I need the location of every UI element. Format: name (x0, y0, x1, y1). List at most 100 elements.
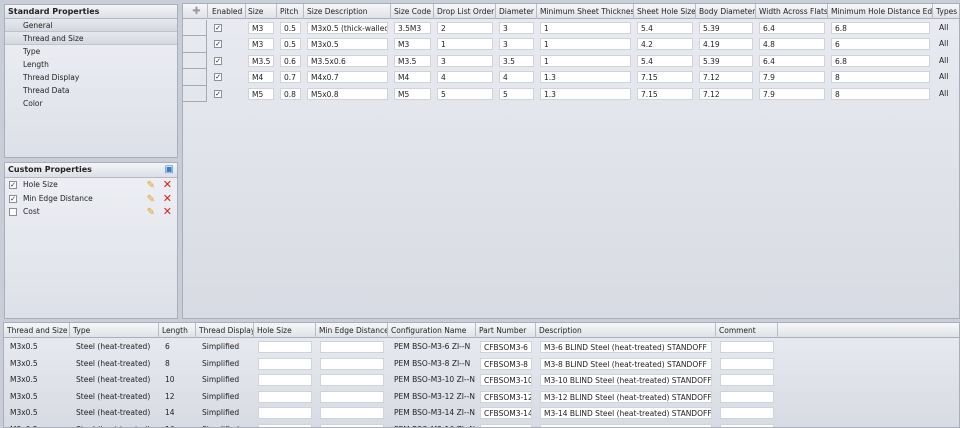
cell-pitch[interactable]: 0.7 (280, 71, 301, 84)
cell-body-diameter[interactable]: 4.19 (699, 38, 753, 51)
edit-pencil-icon[interactable]: ✎ (146, 180, 155, 191)
cell-size-description[interactable]: M3x0.5 (307, 38, 388, 51)
cell-size[interactable]: M5 (248, 87, 274, 100)
custom-property-checkbox[interactable] (9, 208, 17, 216)
cell-description[interactable]: M3-10 BLIND Steel (heat-treated) STANDOF… (540, 374, 712, 386)
cell-part-number[interactable]: CFBSOM3-16 (480, 423, 532, 427)
cell-size[interactable]: M3 (248, 22, 274, 34)
enabled-checkbox[interactable]: ✓ (214, 24, 222, 32)
cell-minimum-hole-distance-edge[interactable]: 6.8 (831, 54, 930, 67)
nav-item-general[interactable]: General (5, 19, 177, 32)
cell-width-across-flats[interactable]: 7.9 (759, 71, 825, 84)
cell-body-diameter[interactable]: 7.12 (699, 71, 753, 84)
cell-diameter[interactable]: 4 (499, 71, 534, 84)
nav-item-thread-data[interactable]: Thread Data (23, 86, 70, 95)
cell-width-across-flats[interactable]: 6.4 (759, 22, 825, 34)
cell-pitch[interactable]: 0.5 (280, 38, 301, 51)
cell-hole-size[interactable] (258, 407, 312, 419)
cell-minimum-hole-distance-edge[interactable]: 8 (831, 87, 930, 100)
column-header-type[interactable]: Type (70, 323, 159, 338)
cell-min-edge-distance[interactable] (320, 407, 384, 419)
column-header-size-description[interactable]: Size Description (304, 4, 391, 19)
cell-comment[interactable] (720, 341, 774, 353)
cell-drop-list-order[interactable]: 2 (437, 22, 493, 34)
cell-sheet-hole-size[interactable]: 7.15 (637, 87, 693, 100)
enabled-checkbox[interactable]: ✓ (214, 56, 222, 65)
cell-hole-size[interactable] (258, 374, 312, 386)
cell-minimum-sheet-thickness[interactable]: 1 (540, 54, 631, 67)
cell-sheet-hole-size[interactable]: 7.15 (637, 71, 693, 84)
cell-comment[interactable] (720, 390, 774, 403)
column-header-comment[interactable]: Comment (716, 323, 778, 338)
add-row-icon[interactable]: ✚ (183, 4, 208, 19)
edit-pencil-icon[interactable]: ✎ (146, 193, 155, 205)
cell-size-code[interactable]: M4 (394, 71, 431, 84)
column-header-part-number[interactable]: Part Number (476, 323, 536, 338)
cell-types[interactable]: All (939, 39, 949, 49)
cell-pitch[interactable]: 0.6 (280, 54, 301, 67)
cell-size[interactable]: M4 (248, 71, 274, 84)
cell-diameter[interactable]: 5 (499, 87, 534, 100)
enabled-checkbox[interactable]: ✓ (214, 40, 222, 49)
cell-size-code[interactable]: 3.5M3 (394, 22, 431, 34)
cell-min-edge-distance[interactable] (320, 390, 384, 403)
cell-drop-list-order[interactable]: 5 (437, 87, 493, 100)
cell-min-edge-distance[interactable] (320, 341, 384, 353)
column-header-body-diameter[interactable]: Body Diameter (696, 4, 756, 19)
nav-item-color[interactable]: Color (23, 99, 43, 108)
cell-hole-size[interactable] (258, 390, 312, 403)
cell-minimum-hole-distance-edge[interactable]: 8 (831, 71, 930, 84)
cell-minimum-hole-distance-edge[interactable]: 6.8 (831, 22, 930, 34)
custom-property-checkbox[interactable]: ✓ (9, 181, 17, 189)
enabled-checkbox[interactable]: ✓ (214, 89, 222, 98)
column-header-size-code[interactable]: Size Code (391, 4, 434, 19)
cell-sheet-hole-size[interactable]: 5.4 (637, 22, 693, 34)
cell-drop-list-order[interactable]: 3 (437, 54, 493, 67)
cell-description[interactable]: M3-6 BLIND Steel (heat-treated) STANDOFF (540, 341, 712, 353)
cell-types[interactable]: All (939, 88, 949, 98)
cell-hole-size[interactable] (258, 341, 312, 353)
cell-pitch[interactable]: 0.5 (280, 22, 301, 34)
cell-part-number[interactable]: CFBSOM3-14 (480, 407, 532, 419)
column-header-sheet-hole-size[interactable]: Sheet Hole Size (634, 4, 696, 19)
cell-size-code[interactable]: M3.5 (394, 54, 431, 67)
cell-comment[interactable] (720, 407, 774, 419)
column-header-width-across-flats[interactable]: Width Across Flats (756, 4, 828, 19)
cell-drop-list-order[interactable]: 4 (437, 71, 493, 84)
cell-hole-size[interactable] (258, 423, 312, 427)
cell-comment[interactable] (720, 423, 774, 427)
cell-types[interactable]: All (939, 23, 949, 32)
cell-part-number[interactable]: CFBSOM3-12 (480, 390, 532, 403)
cell-size[interactable]: M3.5 (248, 54, 274, 67)
cell-width-across-flats[interactable]: 7.9 (759, 87, 825, 100)
add-property-icon[interactable]: ▣ (164, 164, 174, 175)
cell-size-code[interactable]: M5 (394, 87, 431, 100)
row-header[interactable] (183, 36, 207, 53)
column-header-hole-size[interactable]: Hole Size (254, 323, 316, 338)
cell-size[interactable]: M3 (248, 38, 274, 51)
nav-item-type[interactable]: Type (23, 47, 41, 56)
column-header-diameter[interactable]: Diameter (496, 4, 537, 19)
column-header-types[interactable]: Types (933, 4, 959, 19)
cell-body-diameter[interactable]: 5.39 (699, 22, 753, 34)
cell-size-description[interactable]: M3x0.5 (thick-walled) (307, 22, 388, 34)
cell-size-description[interactable]: M5x0.8 (307, 87, 388, 100)
cell-size-description[interactable]: M4x0.7 (307, 71, 388, 84)
cell-size-description[interactable]: M3.5x0.6 (307, 54, 388, 67)
cell-sheet-hole-size[interactable]: 4.2 (637, 38, 693, 51)
cell-part-number[interactable]: CFBSOM3-8 (480, 357, 532, 370)
cell-body-diameter[interactable]: 7.12 (699, 87, 753, 100)
cell-part-number[interactable]: CFBSOM3-10 (480, 374, 532, 386)
delete-icon[interactable]: ✕ (162, 191, 172, 205)
column-header-configuration-name[interactable]: Configuration Name (388, 323, 476, 338)
cell-min-edge-distance[interactable] (320, 374, 384, 386)
cell-minimum-sheet-thickness[interactable]: 1.3 (540, 71, 631, 84)
cell-sheet-hole-size[interactable]: 5.4 (637, 54, 693, 67)
column-header-length[interactable]: Length (159, 323, 196, 338)
nav-item-thread-and-size[interactable]: Thread and Size (5, 32, 177, 45)
cell-types[interactable]: All (939, 55, 949, 65)
cell-part-number[interactable]: CFBSOM3-6 (480, 341, 532, 353)
cell-description[interactable]: M3-16 BLIND Steel (heat-treated) STANDOF… (540, 423, 712, 427)
cell-body-diameter[interactable]: 5.39 (699, 54, 753, 67)
cell-width-across-flats[interactable]: 4.8 (759, 38, 825, 51)
